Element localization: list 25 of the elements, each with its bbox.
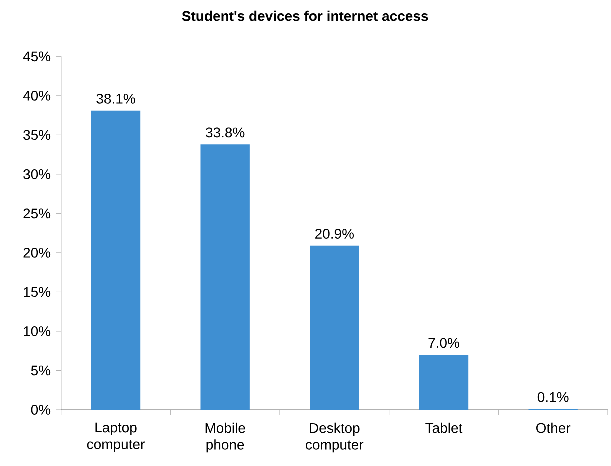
bar xyxy=(310,246,360,410)
x-tick-label: Tablet xyxy=(426,422,463,434)
y-tick-label: 45% xyxy=(23,52,51,62)
x-tick-label: Desktop computer xyxy=(306,422,364,453)
data-label: 7.0% xyxy=(428,338,460,348)
y-tick-label: 20% xyxy=(24,248,51,258)
y-tick-label: 5% xyxy=(31,366,51,376)
bar xyxy=(200,144,250,410)
x-tick-label: Mobile phone xyxy=(206,422,246,453)
data-label: 33.8% xyxy=(206,128,245,138)
y-tick-label: 30% xyxy=(24,169,51,180)
bar xyxy=(419,355,469,410)
y-tick-label: 10% xyxy=(24,326,51,336)
x-tick-label: Laptop computer xyxy=(87,422,145,452)
y-tick-label: 0% xyxy=(31,405,51,415)
y-tick-label: 25% xyxy=(24,208,51,219)
y-tick-label: 40% xyxy=(23,90,51,101)
bar xyxy=(91,110,141,410)
y-tick-label: 15% xyxy=(24,287,51,298)
x-tick-label: Other xyxy=(536,422,571,434)
y-tick-label: 35% xyxy=(24,130,51,140)
data-label: 0.1% xyxy=(538,392,569,402)
data-label: 38.1% xyxy=(96,94,136,104)
chart-title: Student's devices for internet access xyxy=(182,10,428,22)
data-label: 20.9% xyxy=(316,229,354,239)
